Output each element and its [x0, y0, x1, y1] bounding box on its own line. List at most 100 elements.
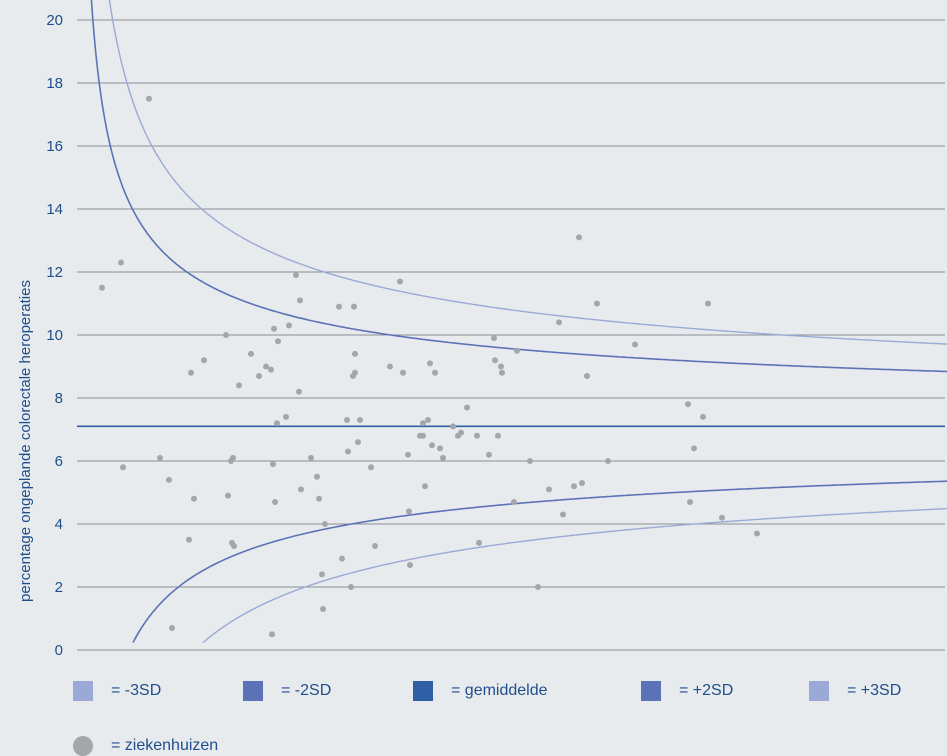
hospital-point: [186, 536, 192, 543]
hospital-point: [719, 514, 725, 521]
y-tick-label: 0: [55, 642, 63, 659]
y-tick-label: 16: [46, 138, 63, 155]
hospital-point: [546, 486, 552, 493]
hospital-point: [400, 369, 406, 376]
hospital-point: [407, 561, 413, 568]
hospital-point: [230, 454, 236, 461]
hospital-point: [492, 357, 498, 364]
hospital-point: [594, 300, 600, 307]
curve-plus2sd: [90, 0, 947, 373]
hospital-point: [464, 404, 470, 411]
hospital-point: [754, 530, 760, 537]
hospital-point: [191, 495, 197, 502]
hospital-point: [397, 278, 403, 285]
hospital-point: [293, 272, 299, 279]
hospital-point: [511, 498, 517, 505]
curve-plus3sd: [108, 0, 947, 345]
hospital-point: [157, 454, 163, 461]
curve-minus3sd: [202, 507, 947, 644]
hospital-point: [99, 284, 105, 291]
hospital-point: [283, 413, 289, 420]
hospital-point: [535, 584, 541, 590]
hospital-point: [474, 432, 480, 439]
hospital-point: [387, 363, 393, 370]
hospital-point: [352, 369, 358, 376]
hospital-points: [99, 95, 760, 638]
hospital-point: [420, 432, 426, 439]
hospital-point: [275, 338, 281, 345]
hospital-point: [498, 363, 504, 370]
hospital-point: [296, 388, 302, 395]
hospital-point: [406, 508, 412, 515]
hospital-point: [605, 458, 611, 464]
hospital-point: [270, 461, 276, 468]
curve-minus2sd: [132, 480, 947, 643]
hospital-point: [440, 454, 446, 461]
hospital-point: [700, 413, 706, 420]
y-tick-label: 6: [55, 453, 63, 470]
hospital-point: [268, 366, 274, 373]
hospital-point: [146, 95, 152, 102]
hospital-point: [352, 350, 358, 357]
y-tick-label: 14: [46, 201, 63, 218]
y-axis-label: percentage ongeplande colorectale herope…: [17, 280, 34, 602]
hospital-point: [188, 369, 194, 376]
hospital-point: [297, 297, 303, 304]
hospital-point: [437, 445, 443, 452]
hospital-point: [357, 417, 363, 424]
hospital-point: [429, 442, 435, 449]
hospital-point: [687, 498, 693, 505]
hospital-point: [319, 571, 325, 578]
hospital-point: [499, 369, 505, 376]
hospital-point: [236, 382, 242, 389]
hospital-point: [248, 350, 254, 357]
hospital-point: [263, 363, 269, 370]
hospital-point: [432, 369, 438, 376]
hospital-point: [685, 401, 691, 408]
hospital-point: [201, 357, 207, 364]
hospital-point: [422, 483, 428, 490]
hospital-point: [560, 511, 566, 518]
hospital-point: [271, 325, 277, 332]
hospital-point: [298, 486, 304, 493]
hospital-point: [225, 492, 231, 499]
hospital-point: [118, 259, 124, 266]
hospital-point: [691, 445, 697, 452]
hospital-point: [405, 451, 411, 458]
hospital-point: [231, 543, 237, 550]
hospital-point: [491, 335, 497, 342]
y-tick-label: 4: [55, 516, 63, 533]
hospital-point: [169, 624, 175, 631]
y-tick-label: 2: [55, 579, 63, 596]
hospital-point: [322, 521, 328, 527]
hospital-point: [576, 234, 582, 241]
grid-lines: [77, 19, 945, 651]
hospital-point: [450, 423, 456, 430]
hospital-point: [348, 584, 354, 590]
hospital-point: [495, 432, 501, 439]
y-tick-labels: 0 2 4 6 8 10 12 14 16 18 20: [46, 12, 63, 659]
hospital-point: [705, 300, 711, 307]
hospital-point: [344, 417, 350, 424]
hospital-point: [427, 360, 433, 367]
hospital-point: [320, 606, 326, 613]
hospital-point: [571, 483, 577, 490]
y-tick-label: 20: [46, 12, 63, 29]
hospital-point: [584, 372, 590, 379]
hospital-point: [355, 439, 361, 446]
y-tick-label: 18: [46, 75, 63, 92]
hospital-point: [166, 476, 172, 483]
hospital-point: [476, 539, 482, 546]
hospital-point: [351, 303, 357, 310]
hospital-point: [372, 543, 378, 550]
hospital-point: [556, 319, 562, 326]
hospital-point: [314, 473, 320, 480]
hospital-point: [223, 332, 229, 338]
control-limit-curves: [77, 0, 947, 644]
hospital-point: [286, 322, 292, 329]
hospital-point: [272, 498, 278, 505]
y-tick-label: 10: [46, 327, 63, 344]
hospital-point: [269, 631, 275, 638]
hospital-point: [316, 495, 322, 502]
y-tick-label: 12: [46, 264, 63, 281]
